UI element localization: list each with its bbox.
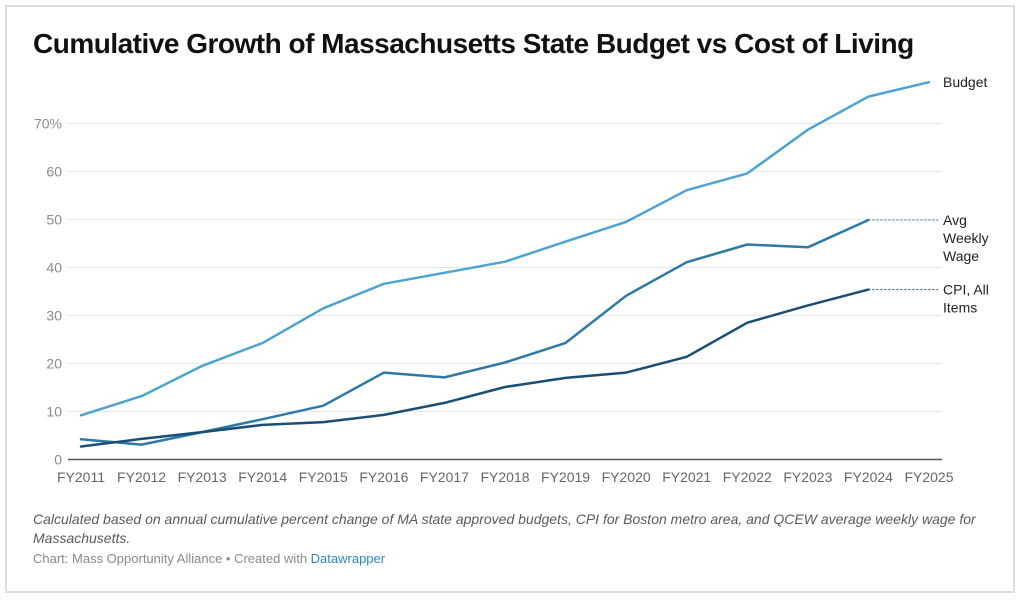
x-tick-label: FY2012 (117, 469, 166, 485)
chart-title: Cumulative Growth of Massachusetts State… (33, 28, 914, 59)
x-tick-label: FY2020 (602, 469, 651, 485)
x-tick-label: FY2025 (904, 469, 953, 485)
byline-credit: Chart: Mass Opportunity Alliance • Creat… (33, 551, 311, 566)
y-tick-label: 30 (46, 308, 62, 324)
x-tick-label: FY2015 (299, 469, 348, 485)
x-tick-label: FY2011 (57, 469, 105, 485)
series-label: Budget (943, 74, 987, 90)
datawrapper-link[interactable]: Datawrapper (310, 551, 386, 566)
series-label: Wage (943, 248, 979, 264)
series-labels: Budget Avg Weekly Wage CPI, All Items (868, 74, 989, 316)
x-tick-label: FY2013 (178, 469, 227, 485)
chart-frame (5, 5, 1015, 593)
y-axis-ticks: 0 10 20 30 40 50 60 70% (34, 116, 62, 468)
y-tick-label: 20 (46, 356, 62, 372)
series-line-budget (79, 80, 931, 417)
series-label: Weekly (943, 230, 989, 246)
y-tick-label: 0 (54, 452, 62, 468)
x-tick-label: FY2022 (723, 469, 772, 485)
series-line-cpi-all-items (79, 288, 870, 448)
series-label: Items (943, 300, 977, 316)
x-tick-label: FY2018 (480, 469, 529, 485)
series-label: CPI, All (943, 282, 989, 298)
y-tick-label: 50 (46, 212, 62, 228)
y-tick-label: 10 (46, 404, 62, 420)
series-line-avg-weekly-wage (79, 218, 870, 446)
x-tick-label: FY2021 (662, 469, 711, 485)
gridlines (68, 123, 942, 461)
x-tick-label: FY2023 (783, 469, 832, 485)
x-tick-label: FY2017 (420, 469, 469, 485)
series-label: Avg (943, 212, 967, 228)
x-tick-label: FY2016 (359, 469, 408, 485)
y-tick-label: 60 (46, 164, 62, 180)
series-lines (79, 80, 931, 448)
chart-notes: Calculated based on annual cumulative pe… (33, 511, 976, 546)
x-tick-label: FY2019 (541, 469, 590, 485)
x-tick-label: FY2024 (844, 469, 893, 485)
chart-byline: Chart: Mass Opportunity Alliance • Creat… (33, 551, 385, 566)
x-tick-label: FY2014 (238, 469, 287, 485)
y-tick-label: 40 (46, 260, 62, 276)
y-tick-label: 70% (34, 116, 62, 132)
x-axis-ticks: FY2011 FY2012 FY2013 FY2014 FY2015 FY2016 FY20… (57, 469, 954, 485)
